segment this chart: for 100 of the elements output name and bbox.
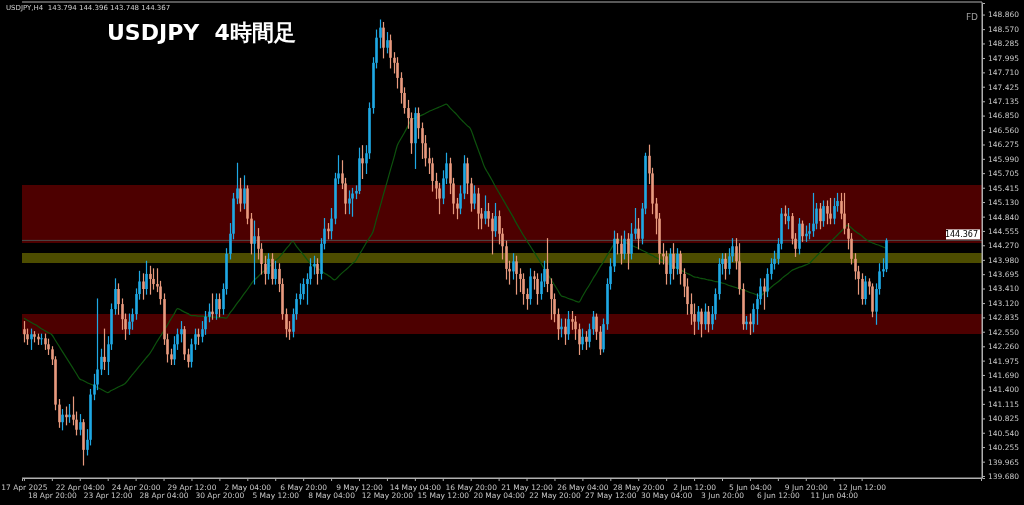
candlestick <box>330 207 333 240</box>
candlestick <box>61 409 64 431</box>
candlestick <box>218 293 221 318</box>
candlestick <box>117 283 120 315</box>
candlestick <box>669 248 672 285</box>
candlestick <box>819 202 822 230</box>
candlestick <box>348 190 351 215</box>
candlestick <box>567 311 570 340</box>
candlestick <box>463 155 466 200</box>
candlestick <box>459 185 462 215</box>
candlestick <box>30 328 33 350</box>
candlestick <box>843 192 846 235</box>
candlestick <box>864 275 867 305</box>
candlestick <box>515 255 518 295</box>
candlestick <box>550 278 553 320</box>
candlestick <box>491 213 494 255</box>
text: FD <box>965 12 979 22</box>
candlestick <box>194 328 197 350</box>
candlestick <box>697 306 700 330</box>
candlestick <box>812 192 815 237</box>
candlestick <box>526 288 529 310</box>
candlestick <box>826 200 829 225</box>
candlestick <box>358 147 361 195</box>
candlestick <box>82 419 85 466</box>
candlestick <box>787 207 790 230</box>
candlestick <box>833 197 836 225</box>
candlestick <box>466 157 469 195</box>
candlestick <box>274 260 277 285</box>
candlestick <box>613 230 616 273</box>
text: USDJPY 4時間足 <box>107 20 296 45</box>
candlestick <box>602 318 605 353</box>
candlestick <box>379 19 382 49</box>
candlestick <box>766 268 769 298</box>
candlestick <box>187 348 190 368</box>
candlestick <box>627 233 630 270</box>
candlestick <box>585 331 588 350</box>
candlestick <box>679 250 682 285</box>
candlestick <box>389 34 392 69</box>
candlestick <box>100 348 103 376</box>
candlestick <box>742 283 745 330</box>
candlestick <box>487 202 490 227</box>
candlestick <box>246 185 249 225</box>
candlestick <box>456 197 459 220</box>
candlestick <box>536 273 539 305</box>
candlestick <box>599 326 602 355</box>
candlestick <box>592 311 595 335</box>
candlestick <box>808 223 811 240</box>
candlestick <box>250 213 253 255</box>
candlestick <box>264 255 267 285</box>
candlestick <box>316 258 319 285</box>
candlestick <box>637 218 640 250</box>
candlestick <box>630 223 633 260</box>
candlestick <box>149 265 152 295</box>
candlestick <box>386 32 389 54</box>
candlestick <box>557 308 560 340</box>
candlestick <box>382 22 385 59</box>
candlestick <box>588 323 591 348</box>
candlestick <box>546 238 549 293</box>
candlestick <box>103 328 106 371</box>
candlestick <box>494 202 497 237</box>
candlestick <box>190 338 193 368</box>
ref-line-label: 144.367 <box>944 230 978 240</box>
candlestick <box>484 195 487 225</box>
candlestick <box>170 348 173 365</box>
candlestick <box>623 230 626 260</box>
candlestick <box>595 313 598 340</box>
candlestick <box>183 326 186 360</box>
candlestick <box>47 338 50 355</box>
candlestick <box>417 107 420 139</box>
candlestick <box>142 273 145 300</box>
candlestick <box>707 306 710 333</box>
candlestick <box>798 218 801 255</box>
candlestick <box>23 321 26 343</box>
candlestick <box>829 197 832 225</box>
candlestick <box>351 187 354 217</box>
candlestick <box>700 308 703 338</box>
candlestick <box>822 200 825 227</box>
candlestick <box>724 253 727 280</box>
candlestick <box>197 328 200 345</box>
candlestick <box>752 303 755 333</box>
candlestick <box>40 333 43 345</box>
candlestick <box>616 233 619 255</box>
candlestick <box>885 238 888 273</box>
candlestick <box>145 260 148 295</box>
candlestick <box>672 243 675 280</box>
candlestick <box>470 177 473 212</box>
candlestick <box>267 253 270 280</box>
candlestick <box>33 331 36 343</box>
candlestick <box>79 414 82 436</box>
candlestick <box>236 162 239 205</box>
candlestick <box>414 107 417 169</box>
candlestick <box>578 323 581 355</box>
candlestick <box>581 328 584 350</box>
candlestick <box>361 145 364 180</box>
candlestick <box>676 248 679 275</box>
candlestick <box>473 185 476 210</box>
candlestick <box>243 175 246 210</box>
candlestick <box>861 273 864 305</box>
candlestick <box>634 207 637 240</box>
candlestick <box>529 268 532 305</box>
